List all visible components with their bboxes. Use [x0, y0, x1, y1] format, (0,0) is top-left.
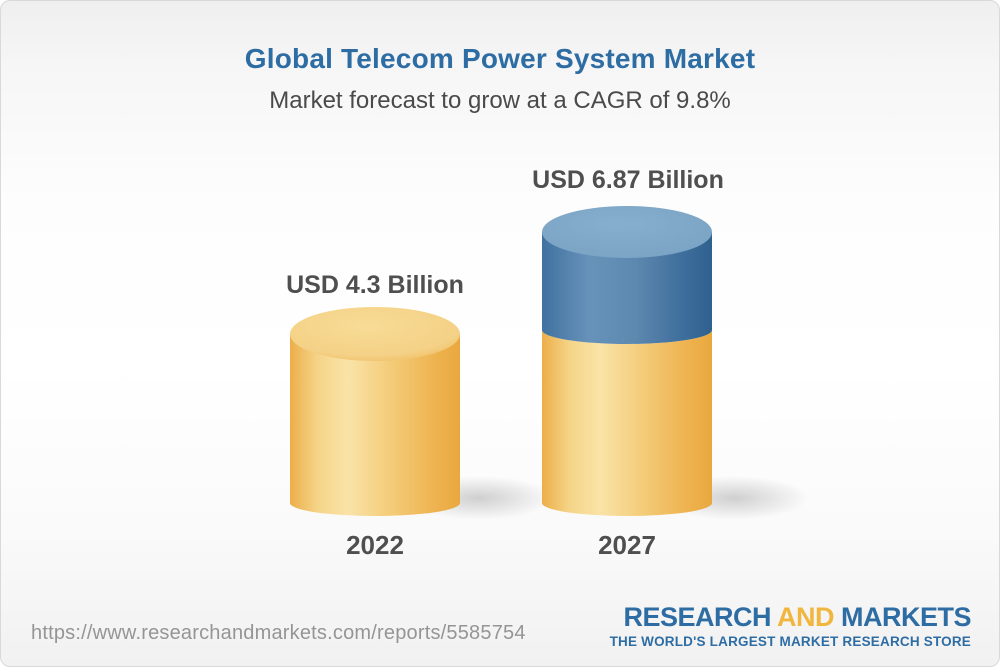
cylinder-2027-base-segment — [542, 330, 712, 516]
page-title: Global Telecom Power System Market — [244, 43, 756, 74]
bar-value-label-2022: USD 4.3 Billion — [286, 271, 464, 299]
brand-word-markets: MARKETS — [841, 602, 972, 632]
brand-word-and: AND — [776, 602, 835, 632]
brand-tagline: THE WORLD'S LARGEST MARKET RESEARCH STOR… — [609, 634, 971, 649]
brand-wordmark: RESEARCH AND MARKETS — [610, 604, 971, 631]
cylinder-2022-body — [290, 334, 460, 516]
cylinder-2022 — [290, 307, 460, 516]
cylinder-2027-top — [542, 206, 712, 258]
category-label-2022: 2022 — [346, 530, 404, 560]
cylinder-2027 — [542, 206, 712, 516]
cylinder-2027-growth-segment — [542, 232, 712, 344]
cylinder-2022-top — [290, 307, 460, 361]
page-subtitle: Market forecast to grow at a CAGR of 9.8… — [269, 87, 731, 114]
category-label-2027: 2027 — [598, 530, 656, 560]
bar-value-label-2027: USD 6.87 Billion — [532, 166, 724, 194]
brand-word-research: RESEARCH — [623, 602, 771, 632]
report-url: https://www.researchandmarkets.com/repor… — [31, 622, 526, 644]
brand-logo: RESEARCH AND MARKETS THE WORLD'S LARGEST… — [609, 604, 972, 649]
